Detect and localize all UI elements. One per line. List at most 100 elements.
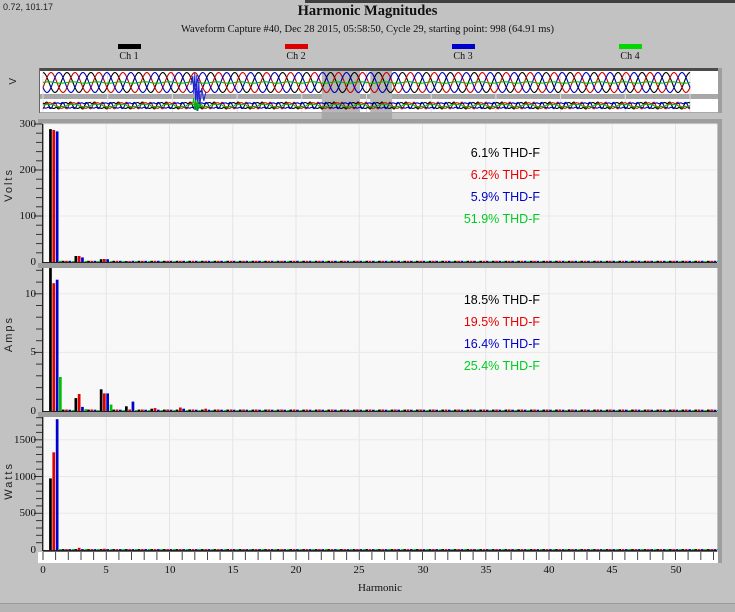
volts-bar-ch4 [286,261,290,262]
watts-bar-ch1 [390,549,394,550]
watts-bar-ch2 [128,549,131,550]
watts-bar-ch4 [299,549,303,550]
volts-bar-ch1 [238,260,242,262]
volts-bar-ch2 [381,260,385,262]
watts-bar-ch1 [707,549,710,550]
amps-bar-ch1 [201,409,204,411]
volts-bar-ch2 [647,260,650,262]
cycle-selection-marker[interactable] [321,113,393,119]
watts-bar-ch4 [590,549,594,550]
amps-ytick-label: 10 [25,288,36,300]
amps-bar-ch3 [359,409,363,411]
watts-bar-ch1 [289,549,293,550]
amps-bar-ch1 [87,409,90,411]
volts-bar-ch1 [428,260,432,262]
amps-bar-ch3 [536,409,540,411]
watts-bar-ch3 [321,549,325,550]
volts-bar-ch4 [261,261,265,262]
watts-bar-ch1 [631,549,634,550]
volts-bar-ch3 [334,260,337,262]
watts-bar-ch4 [527,549,530,550]
amps-bar-ch2 [204,408,207,411]
amps-bar-ch3 [270,409,274,411]
amps-bar-ch4 [84,409,88,411]
volts-bar-ch3 [220,260,223,262]
watts-bar-ch4 [514,549,518,550]
amps-bar-ch3 [498,409,502,411]
volts-bar-ch4 [413,261,416,262]
watts-bar-ch3 [182,549,185,550]
volts-bar-ch3 [359,260,363,262]
watts-ytick-label: 500 [19,507,37,519]
watts-bar-ch3 [194,549,198,550]
amps-bar-ch1 [643,409,647,411]
volts-plot-background [43,124,717,262]
volts-bar-ch4 [198,261,201,262]
volts-bar-ch1 [302,260,305,262]
amps-bar-ch1 [137,409,141,411]
volts-bar-ch2 [318,260,321,262]
watts-bar-ch3 [650,549,653,550]
watts-bar-ch3 [359,549,363,550]
amps-bar-ch4 [286,410,290,411]
watts-bar-ch2 [609,549,612,550]
watts-bar-ch1 [669,549,672,550]
amps-bar-ch2 [672,409,675,411]
harmonic-xtick-label: 20 [290,564,302,576]
volts-bar-ch3 [473,260,476,262]
amps-bar-ch1 [365,409,369,411]
watts-bar-ch3 [346,549,350,550]
amps-bar-ch2 [419,409,422,411]
watts-bar-ch4 [185,549,189,550]
amps-thd-annotation: 25.4% THD-F [463,359,540,373]
volts-bar-ch1 [466,260,470,262]
volts-bar-ch1 [163,260,166,262]
watts-bar-ch3 [106,549,109,550]
volts-y-axis-line [42,124,44,263]
volts-bar-ch1 [643,260,647,262]
amps-bar-ch4 [97,410,100,411]
amps-bar-ch2 [318,409,321,411]
watts-bar-ch2 [634,549,638,550]
volts-bar-ch2 [254,260,258,262]
volts-bar-ch4 [324,261,328,262]
watts-bar-ch2 [432,549,435,550]
watts-bar-ch2 [710,549,713,550]
volts-bar-ch2 [153,260,157,262]
volts-bar-ch3 [131,260,135,262]
volts-bar-ch4 [387,261,391,262]
watts-bar-ch4 [425,549,429,550]
volts-bar-ch1 [441,260,444,262]
harmonic-xtick-label: 45 [606,564,618,576]
amps-bar-ch2 [368,409,372,411]
volts-bar-ch3 [270,260,274,262]
volts-bar-ch2 [90,260,94,262]
volts-bar-ch3 [372,260,375,262]
watts-bar-ch3 [93,549,97,550]
watts-bar-ch4 [628,549,631,550]
watts-bar-ch3 [372,549,375,550]
watts-bar-ch1 [238,549,242,550]
volts-bar-ch1 [555,260,558,262]
harmonic-xtick-label: 10 [164,564,176,576]
volts-bar-ch3 [650,260,653,262]
legend-item-ch1: Ch 1 [99,44,159,62]
watts-bar-ch2 [179,549,182,550]
volts-bar-ch1 [517,260,520,262]
legend-label: Ch 2 [286,51,306,62]
amps-bar-ch2 [583,409,587,411]
watts-bar-ch1 [264,549,267,550]
watts-plot-background [43,417,717,550]
amps-bar-ch3 [93,409,97,411]
window-bottom-edge [0,603,735,612]
watts-bar-ch4 [122,549,125,550]
volts-bar-ch3 [587,260,590,262]
amps-bar-ch1 [593,409,596,411]
amps-y-axis-line [42,268,44,412]
watts-bar-ch1 [593,549,596,550]
waveform-strip[interactable] [39,68,722,119]
volts-bar-ch4 [274,261,277,262]
amps-bar-ch1 [542,409,546,411]
amps-bar-ch3 [384,409,388,411]
volts-bar-ch1 [491,260,495,262]
